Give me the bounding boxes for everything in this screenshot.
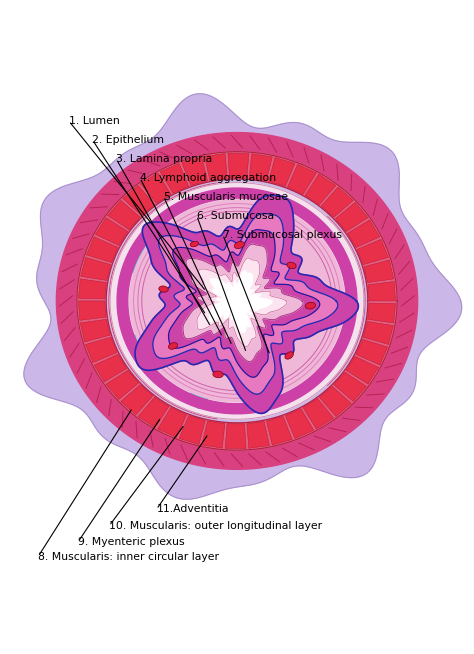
Polygon shape <box>357 239 389 265</box>
Polygon shape <box>56 133 418 470</box>
Polygon shape <box>204 154 227 181</box>
Polygon shape <box>228 154 249 178</box>
Polygon shape <box>313 216 365 385</box>
Polygon shape <box>106 370 138 400</box>
Ellipse shape <box>159 286 168 292</box>
Polygon shape <box>197 258 287 347</box>
Ellipse shape <box>213 371 223 378</box>
Ellipse shape <box>128 239 152 273</box>
Polygon shape <box>79 279 106 299</box>
Text: 4. Lymphoid aggregation: 4. Lymphoid aggregation <box>140 173 276 182</box>
Polygon shape <box>109 183 220 419</box>
Polygon shape <box>364 260 394 283</box>
Polygon shape <box>130 200 344 402</box>
Polygon shape <box>86 237 118 262</box>
Polygon shape <box>135 196 358 413</box>
Polygon shape <box>110 182 364 419</box>
Polygon shape <box>319 387 351 417</box>
Polygon shape <box>285 409 314 438</box>
Text: 6. Submucosa: 6. Submucosa <box>197 211 274 220</box>
Ellipse shape <box>287 262 296 269</box>
Polygon shape <box>179 415 205 444</box>
Polygon shape <box>346 356 379 384</box>
Polygon shape <box>356 339 388 365</box>
Polygon shape <box>138 397 169 428</box>
Polygon shape <box>94 354 127 382</box>
Polygon shape <box>321 187 353 217</box>
Text: 8. Muscularis: inner circular layer: 8. Muscularis: inner circular layer <box>38 552 219 562</box>
Polygon shape <box>140 173 171 203</box>
Polygon shape <box>249 154 272 181</box>
Ellipse shape <box>285 352 293 359</box>
Text: 5. Muscularis mucosae: 5. Muscularis mucosae <box>164 192 288 201</box>
Polygon shape <box>210 271 272 333</box>
Polygon shape <box>182 157 208 186</box>
Text: 10. Muscularis: outer longitudinal layer: 10. Muscularis: outer longitudinal layer <box>109 521 322 531</box>
Ellipse shape <box>190 241 199 247</box>
Polygon shape <box>269 158 295 186</box>
Polygon shape <box>247 421 270 448</box>
Polygon shape <box>183 244 303 362</box>
Polygon shape <box>81 258 111 281</box>
Polygon shape <box>287 164 316 194</box>
Text: 9. Myenteric plexus: 9. Myenteric plexus <box>78 537 185 547</box>
Ellipse shape <box>168 343 178 349</box>
Ellipse shape <box>305 302 316 309</box>
Ellipse shape <box>191 383 208 409</box>
Polygon shape <box>363 322 393 345</box>
Ellipse shape <box>325 296 343 324</box>
Polygon shape <box>266 417 292 445</box>
Polygon shape <box>123 185 155 216</box>
Polygon shape <box>153 214 338 394</box>
Text: 11.Adventitia: 11.Adventitia <box>156 504 229 515</box>
Polygon shape <box>169 230 320 377</box>
Polygon shape <box>368 281 395 301</box>
Ellipse shape <box>234 241 245 249</box>
Polygon shape <box>80 319 110 342</box>
Polygon shape <box>334 372 366 402</box>
Polygon shape <box>202 421 225 448</box>
Polygon shape <box>368 303 395 323</box>
Polygon shape <box>95 218 128 245</box>
Polygon shape <box>24 94 462 499</box>
Polygon shape <box>303 398 334 429</box>
Polygon shape <box>79 301 106 320</box>
Polygon shape <box>158 407 187 438</box>
Text: 1. Lumen: 1. Lumen <box>69 116 119 126</box>
Polygon shape <box>305 175 336 205</box>
Text: 7. Submucosal plexus: 7. Submucosal plexus <box>223 230 342 239</box>
Text: 3. Lamina propria: 3. Lamina propria <box>116 154 212 164</box>
Text: 2. Epithelium: 2. Epithelium <box>92 135 164 145</box>
Polygon shape <box>347 220 380 247</box>
Polygon shape <box>336 202 368 232</box>
Polygon shape <box>121 385 153 415</box>
Polygon shape <box>160 164 189 193</box>
Polygon shape <box>85 337 117 362</box>
Polygon shape <box>108 200 140 230</box>
Polygon shape <box>225 424 246 449</box>
Polygon shape <box>77 152 397 450</box>
Ellipse shape <box>133 332 152 360</box>
Polygon shape <box>117 188 357 414</box>
